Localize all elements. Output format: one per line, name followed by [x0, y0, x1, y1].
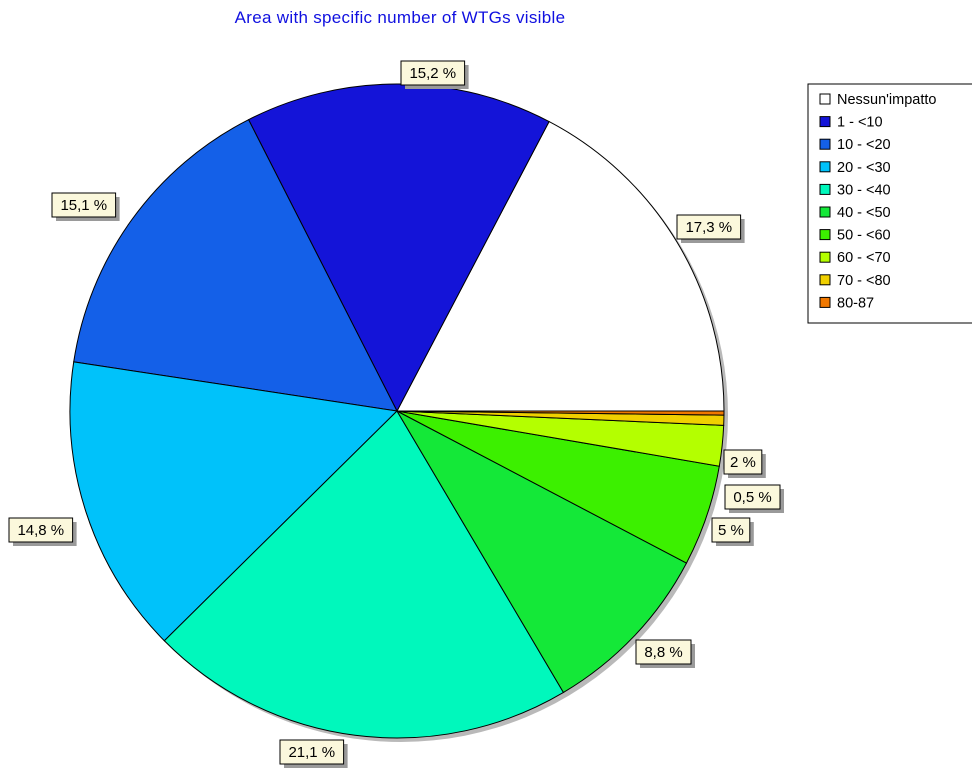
legend-swatch [819, 206, 831, 218]
slice-label-text: 8,8 % [644, 644, 682, 661]
slice-label-text: 2 % [730, 454, 756, 471]
pie-slice-30-40 [163, 410, 565, 739]
slice-label-50-60: 5 % [711, 517, 754, 546]
slice-label-60-70: 2 % [723, 449, 766, 478]
legend-item-30-40: 30 - <40 [819, 182, 891, 198]
pie-slice-40-50 [395, 409, 688, 694]
slice-label-20-30: 14,8 % [8, 517, 77, 546]
legend-swatch [819, 296, 831, 308]
slice-label-text: 0,5 % [733, 489, 771, 506]
legend-item-1-10: 1 - <10 [819, 115, 883, 131]
legend-item-nessun-impatto: Nessun'impatto [819, 92, 936, 108]
slice-label-text: 21,1 % [288, 744, 335, 761]
slice-label-text: 15,2 % [409, 65, 456, 82]
legend-label: 70 - <80 [837, 273, 891, 289]
legend-item-60-70: 60 - <70 [819, 250, 891, 266]
legend-label: 20 - <30 [837, 160, 891, 176]
pie-labels: 17,3 % 15,2 % 15,1 % 14,8 % 21,1 % 8,8 % 5 % 2 … [8, 60, 784, 768]
pie-slices [69, 83, 728, 742]
slice-label-text: 15,1 % [60, 197, 107, 214]
legend-swatch [819, 93, 831, 105]
pie-slice-1-10 [247, 83, 550, 413]
slice-label-text: 5 % [718, 522, 744, 539]
legend-swatch [819, 251, 831, 263]
legend-swatch [819, 183, 831, 195]
legend-frame [807, 83, 972, 324]
pie-slice-nessun-impatto [396, 120, 725, 412]
legend-swatch [819, 161, 831, 173]
legend-item-20-30: 20 - <30 [819, 160, 891, 176]
legend-label: 50 - <60 [837, 228, 891, 244]
pie-slice-10-20 [73, 118, 398, 412]
legend-label: 40 - <50 [837, 205, 891, 221]
legend-swatch [819, 229, 831, 241]
pie-slice-20-30 [69, 361, 399, 642]
legend-item-70-80: 70 - <80 [819, 273, 891, 289]
legend-swatch [819, 138, 831, 150]
legend-label: Nessun'impatto [837, 92, 936, 108]
legend-item-40-50: 40 - <50 [819, 205, 891, 221]
legend-item-10-20: 10 - <20 [819, 137, 891, 153]
slice-label-text: 17,3 % [685, 219, 732, 236]
legend-label: 1 - <10 [837, 115, 883, 131]
legend-swatch [819, 274, 831, 286]
slice-label-30-40: 21,1 % [279, 739, 348, 768]
legend-item-80-87: 80-87 [819, 295, 874, 311]
legend-label: 30 - <40 [837, 182, 891, 198]
slice-label-1-10: 15,2 % [400, 60, 469, 89]
slice-label-text: 14,8 % [17, 522, 64, 539]
legend: Nessun'impatto 1 - <10 10 - <20 20 - <30 30 … [807, 83, 972, 324]
legend-label: 80-87 [837, 295, 874, 311]
pie-slice-80-87 [396, 410, 725, 416]
slice-label-70-80: 0,5 % [724, 484, 784, 513]
legend-swatch [819, 116, 831, 128]
legend-label: 60 - <70 [837, 250, 891, 266]
slice-label-nessun-impatto: 17,3 % [676, 214, 745, 243]
legend-item-50-60: 50 - <60 [819, 228, 891, 244]
legend-label: 10 - <20 [837, 137, 891, 153]
slice-label-40-50: 8,8 % [635, 639, 695, 668]
chart-title: Area with specific number of WTGs visibl… [234, 8, 566, 27]
slice-label-10-20: 15,1 % [51, 192, 120, 221]
